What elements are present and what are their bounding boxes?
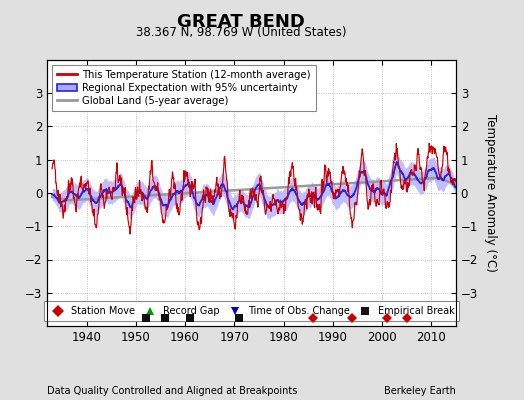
Text: 38.367 N, 98.769 W (United States): 38.367 N, 98.769 W (United States) xyxy=(136,26,346,39)
Text: Data Quality Controlled and Aligned at Breakpoints: Data Quality Controlled and Aligned at B… xyxy=(47,386,298,396)
Legend: Station Move, Record Gap, Time of Obs. Change, Empirical Break: Station Move, Record Gap, Time of Obs. C… xyxy=(43,302,460,321)
Y-axis label: Temperature Anomaly (°C): Temperature Anomaly (°C) xyxy=(484,114,497,272)
Text: Berkeley Earth: Berkeley Earth xyxy=(384,386,456,396)
Text: GREAT BEND: GREAT BEND xyxy=(177,13,305,31)
